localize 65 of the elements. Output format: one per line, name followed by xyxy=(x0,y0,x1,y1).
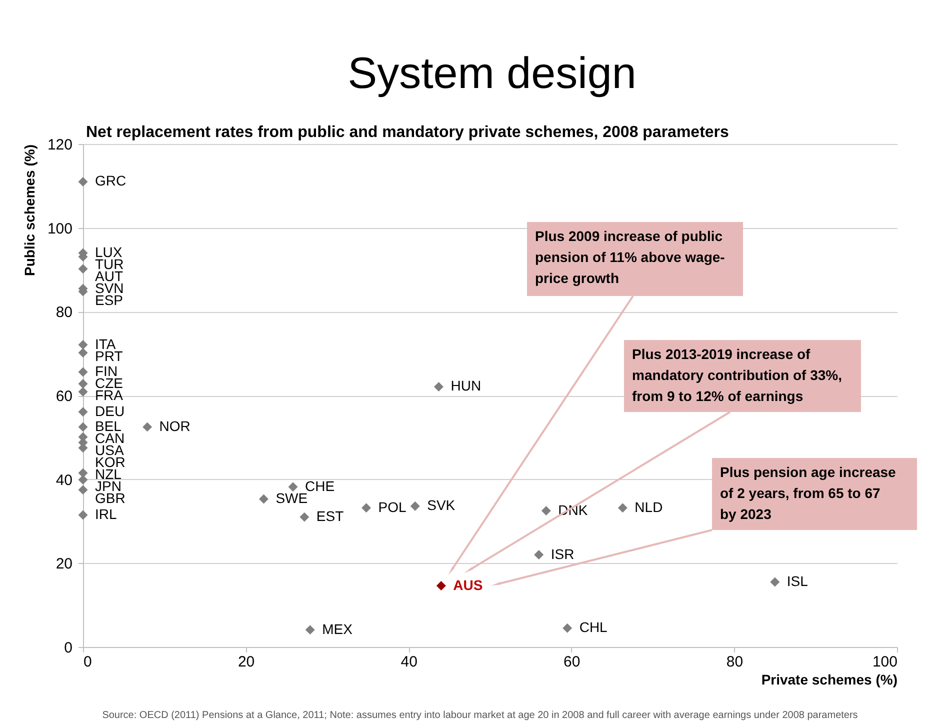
data-label: CHE xyxy=(305,478,335,494)
y-axis-title: Public schemes (%) xyxy=(21,144,38,276)
data-label: IRL xyxy=(95,506,117,522)
point xyxy=(78,348,88,358)
point xyxy=(78,422,88,432)
point xyxy=(434,382,444,392)
point xyxy=(534,550,544,560)
point xyxy=(770,577,780,587)
data-label: SWE xyxy=(276,490,308,506)
point xyxy=(78,367,88,377)
point xyxy=(78,386,88,396)
point xyxy=(78,407,88,417)
point xyxy=(78,340,88,350)
data-label: JPN xyxy=(95,478,122,494)
point xyxy=(78,510,88,520)
y-tick-label: 0 xyxy=(64,640,72,656)
x-tick-label: 80 xyxy=(726,654,744,670)
point xyxy=(78,176,88,186)
x-tick-label: 100 xyxy=(872,654,898,670)
point xyxy=(541,506,551,516)
data-label: HUN xyxy=(450,378,482,394)
x-tick-label: 40 xyxy=(400,654,418,670)
x-tick-label: 60 xyxy=(564,654,580,670)
data-label: GRC xyxy=(95,172,126,189)
x-tick-label: 20 xyxy=(238,654,255,670)
point xyxy=(436,581,446,591)
point xyxy=(562,623,572,633)
point xyxy=(142,422,152,432)
annotation: Plus pension age increase of 2 years, from 65 to 67 by 2023 xyxy=(720,464,896,522)
y-tick-label: 120 xyxy=(47,136,72,154)
annotation: Plus 2009 increase of public pension of 11% above wage-price growth xyxy=(535,228,726,286)
point xyxy=(258,494,268,504)
data-label: MEX xyxy=(322,620,354,637)
data-label: NLD xyxy=(634,498,663,515)
x-tick-label: 0 xyxy=(84,654,92,670)
data-label: AUS xyxy=(453,576,483,593)
y-tick-label: 80 xyxy=(56,304,72,322)
point xyxy=(78,264,88,274)
y-tick-label: 20 xyxy=(56,556,72,573)
point xyxy=(410,501,420,511)
point xyxy=(78,475,88,484)
point xyxy=(288,482,298,492)
x-axis-title: Private schemes (%) xyxy=(761,672,898,688)
data-label: DEU xyxy=(95,402,125,419)
y-tick-label: 60 xyxy=(56,388,72,405)
y-tick-label: 40 xyxy=(56,472,72,489)
data-label: ISL xyxy=(786,573,808,590)
data-label: ISR xyxy=(550,546,574,562)
data-label: SVK xyxy=(427,497,456,514)
data-label: NOR xyxy=(159,418,190,434)
point xyxy=(362,503,372,513)
annotation: Plus 2013-2019 increase of mandatory contribution of 33%, from 9 to 12% of earnings xyxy=(632,346,842,404)
point xyxy=(78,485,88,495)
data-label: LUX xyxy=(95,244,123,260)
point xyxy=(618,503,628,513)
point xyxy=(305,625,315,635)
point xyxy=(78,379,88,389)
y-tick-label: 100 xyxy=(47,220,72,238)
chart-subtitle: Net replacement rates from public and mandatory private schemes, 2008 parameters xyxy=(86,124,730,141)
point xyxy=(300,512,310,522)
data-label: EST xyxy=(316,508,344,524)
data-label: POL xyxy=(378,498,406,515)
source-note: Source: OECD (2011) Pensions at a Glance, 2011; Note: assumes entry into labour market at age 20 in 2008 and full career with average earnings under 2008 parameters xyxy=(102,710,858,721)
data-label: CHL xyxy=(579,619,608,636)
chart-title: System design xyxy=(348,49,636,98)
